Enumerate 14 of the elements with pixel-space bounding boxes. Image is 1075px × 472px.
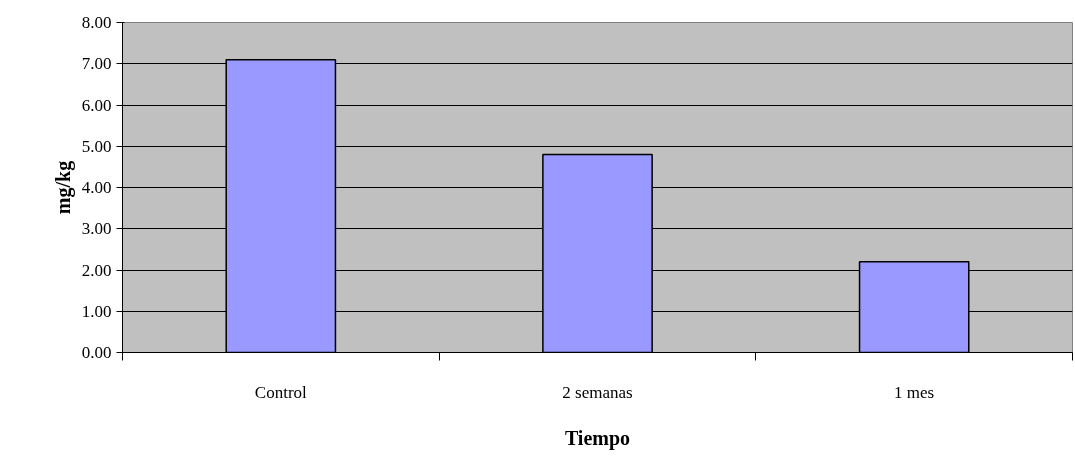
y-tick-label: 2.00 xyxy=(81,260,112,280)
y-tick-label: 8.00 xyxy=(81,13,112,32)
y-tick-label: 5.00 xyxy=(81,136,112,156)
x-axis-title: Tiempo xyxy=(564,426,631,450)
y-tick-label: 1.00 xyxy=(81,301,112,321)
y-tick-label: 3.00 xyxy=(81,219,112,239)
x-tick-label: Control xyxy=(254,382,308,402)
y-tick-label: 4.00 xyxy=(81,178,112,197)
x-tick-label: 2 semanas xyxy=(562,382,633,402)
y-tick-label: 6.00 xyxy=(81,95,112,115)
y-axis-title: mg/kg xyxy=(51,160,75,215)
x-tick-label: 1 mes xyxy=(894,382,935,402)
y-tick-label: 0.00 xyxy=(81,343,112,362)
y-tick-label: 7.00 xyxy=(81,54,112,74)
